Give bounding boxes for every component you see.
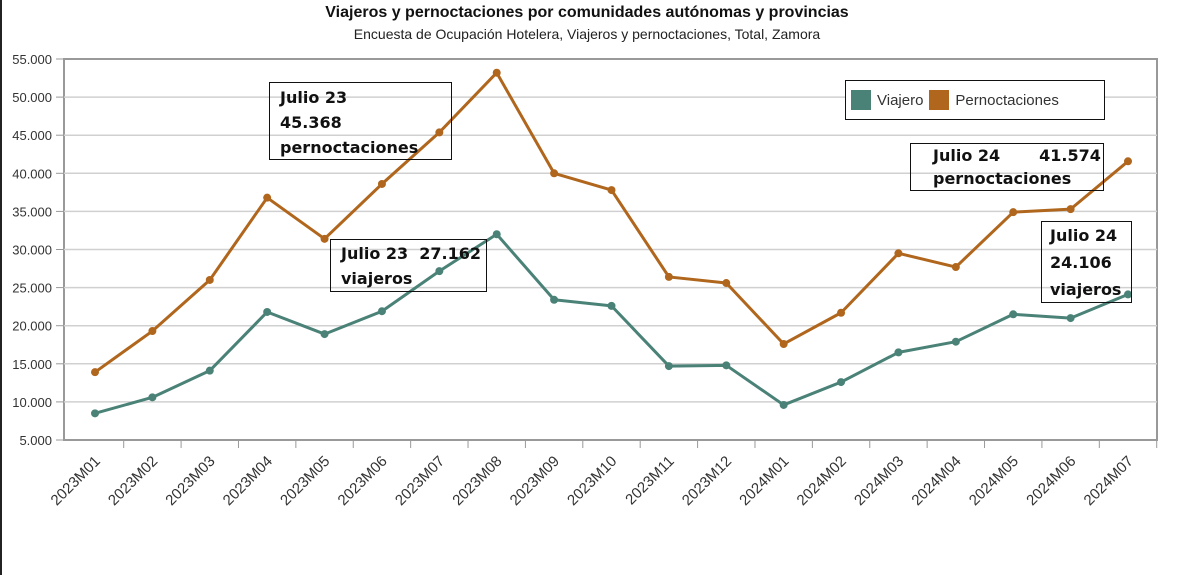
data-point-pernoctaciones	[607, 186, 616, 195]
y-tick-label: 45.000	[12, 128, 52, 143]
legend: Viajero Pernoctaciones	[845, 80, 1105, 120]
x-tick-label: 2024M05	[966, 453, 1022, 509]
x-tick-label: 2024M02	[794, 453, 850, 509]
x-tick-label: 2023M08	[449, 453, 505, 509]
data-point-viajero	[664, 362, 673, 371]
x-tick-label: 2024M03	[851, 453, 907, 509]
data-point-viajero	[205, 366, 214, 375]
data-point-pernoctaciones	[951, 263, 960, 272]
data-point-viajero	[492, 230, 501, 239]
data-point-viajero	[779, 400, 788, 409]
data-point-viajero	[550, 295, 559, 304]
x-tick-label: 2023M02	[105, 453, 161, 509]
data-point-viajero	[1066, 314, 1075, 323]
x-tick-label: 2024M04	[908, 453, 964, 509]
x-tick-label: 2024M07	[1081, 453, 1137, 509]
legend-swatch-viajero	[851, 90, 871, 110]
x-tick-label: 2023M09	[507, 453, 563, 509]
y-tick-label: 25.000	[12, 281, 52, 296]
data-point-pernoctaciones	[837, 308, 846, 317]
data-point-pernoctaciones	[550, 169, 559, 178]
data-point-viajero	[263, 307, 272, 316]
data-point-viajero	[320, 330, 329, 339]
data-point-viajero	[148, 393, 157, 402]
data-point-pernoctaciones	[1124, 157, 1132, 166]
data-point-viajero	[435, 267, 444, 276]
data-point-pernoctaciones	[722, 279, 731, 288]
x-tick-label: 2023M06	[335, 453, 391, 509]
data-point-viajero	[722, 361, 731, 370]
data-point-pernoctaciones	[435, 128, 444, 137]
data-point-pernoctaciones	[91, 368, 99, 377]
annotation-julio23-pernoctaciones: Julio 23 45.368 pernoctaciones	[269, 82, 452, 160]
data-point-pernoctaciones	[894, 249, 903, 258]
x-tick-label: 2023M11	[622, 453, 677, 508]
data-point-viajero	[377, 307, 386, 316]
y-tick-label: 40.000	[12, 166, 52, 181]
data-point-pernoctaciones	[320, 234, 329, 243]
y-tick-label: 15.000	[12, 357, 52, 372]
x-tick-label: 2023M07	[392, 453, 448, 509]
annotation-julio23-viajeros: Julio 23 27.162 viajeros	[330, 239, 487, 292]
data-point-viajero	[951, 337, 960, 346]
data-point-pernoctaciones	[1066, 205, 1075, 214]
x-tick-label: 2023M10	[564, 453, 620, 509]
chart-title: Viajeros y pernoctaciones por comunidade…	[325, 4, 849, 21]
data-point-viajero	[607, 301, 616, 310]
data-point-viajero	[894, 348, 903, 357]
legend-label-pernoctaciones: Pernoctaciones	[955, 91, 1059, 109]
y-tick-label: 5.000	[19, 433, 52, 448]
annotation-julio24-viajeros: Julio 24 24.106 viajeros	[1041, 221, 1132, 303]
data-point-pernoctaciones	[148, 327, 157, 336]
x-tick-label: 2023M12	[679, 453, 735, 509]
y-tick-label: 10.000	[12, 395, 52, 410]
data-point-pernoctaciones	[263, 193, 272, 202]
data-point-pernoctaciones	[664, 272, 673, 281]
y-tick-label: 50.000	[12, 90, 52, 105]
data-point-pernoctaciones	[377, 179, 386, 188]
data-point-pernoctaciones	[779, 339, 788, 348]
y-tick-label: 35.000	[12, 204, 52, 219]
y-tick-label: 20.000	[12, 319, 52, 334]
data-point-pernoctaciones	[492, 68, 501, 77]
data-point-viajero	[1124, 290, 1132, 299]
chart-subtitle: Encuesta de Ocupación Hotelera, Viajeros…	[353, 26, 821, 42]
y-tick-label: 30.000	[12, 243, 52, 258]
data-point-pernoctaciones	[1009, 208, 1018, 217]
x-tick-label: 2023M05	[277, 453, 333, 509]
annotation-julio24-pernoctaciones: Julio 24 41.574 pernoctaciones	[910, 143, 1104, 191]
data-point-pernoctaciones	[205, 275, 214, 284]
data-point-viajero	[1009, 310, 1018, 319]
data-point-viajero	[837, 378, 846, 387]
legend-swatch-pernoctaciones	[929, 90, 950, 110]
y-tick-label: 55.000	[12, 52, 52, 67]
x-tick-label: 2023M04	[220, 453, 276, 509]
x-tick-label: 2023M01	[48, 453, 104, 509]
legend-label-viajero: Viajero	[877, 91, 924, 109]
x-tick-label: 2023M03	[162, 453, 218, 509]
x-tick-label: 2024M01	[736, 453, 792, 509]
data-point-viajero	[91, 409, 99, 418]
x-tick-label: 2024M06	[1023, 453, 1079, 509]
